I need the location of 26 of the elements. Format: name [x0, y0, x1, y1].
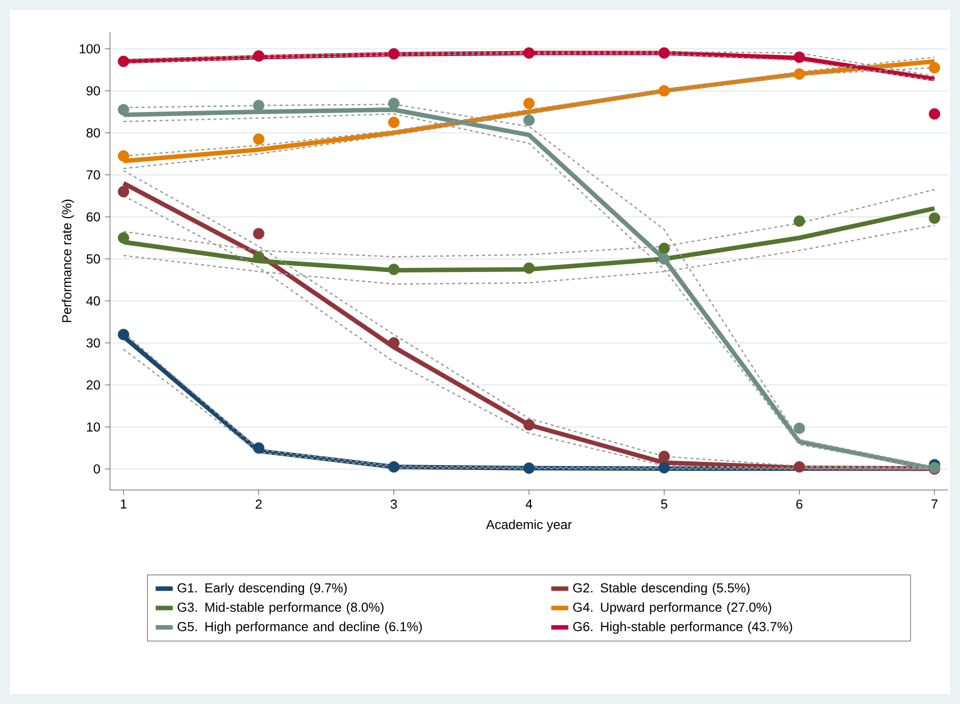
legend-label: G3. Mid-stable performance (8.0%) [178, 602, 384, 614]
x-tick-label: 2 [256, 500, 262, 509]
x-tick-label: 5 [661, 500, 668, 509]
legend-label: G5. High performance and decline (6.1%) [178, 622, 422, 634]
x-axis-title: Academic year [486, 520, 572, 532]
legend-label: G6. High-stable performance (43.7%) [573, 622, 792, 634]
y-tick-label: 90 [86, 86, 100, 96]
y-axis-title: Performance rate (%) [62, 200, 74, 322]
y-tick-label: 70 [86, 170, 100, 180]
y-tick-label: 40 [86, 296, 100, 306]
x-tick-label: 4 [526, 500, 532, 508]
legend-label: G4. Upward performance (27.0%) [573, 602, 772, 614]
x-tick-label: 1 [120, 500, 127, 508]
y-tick-label: 30 [86, 338, 100, 348]
y-tick-label: 80 [86, 128, 100, 138]
x-tick-label: 3 [390, 500, 397, 509]
legend-label: G1. Early descending (9.7%) [178, 582, 347, 596]
y-tick-label: 20 [86, 380, 100, 390]
y-tick-label: 100 [80, 44, 100, 54]
x-tick-label: 6 [796, 500, 802, 509]
y-tick-label: 0 [94, 464, 100, 474]
y-tick-label: 50 [86, 254, 100, 264]
legend-label: G2. Stable descending (5.5%) [573, 582, 750, 596]
x-tick-label: 7 [932, 500, 938, 508]
y-tick-label: 60 [86, 212, 100, 222]
y-tick-label: 10 [86, 422, 100, 432]
